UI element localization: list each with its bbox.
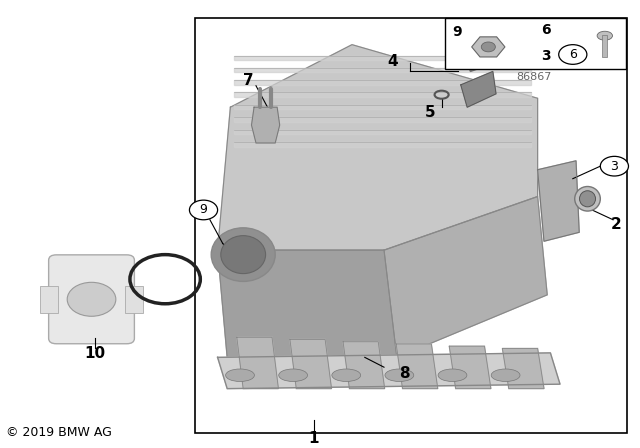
FancyBboxPatch shape bbox=[49, 255, 134, 344]
Text: 9: 9 bbox=[452, 25, 462, 39]
Text: 3: 3 bbox=[541, 49, 550, 63]
Polygon shape bbox=[290, 340, 332, 388]
Polygon shape bbox=[237, 337, 278, 388]
Ellipse shape bbox=[438, 369, 467, 382]
Text: 8: 8 bbox=[399, 366, 410, 380]
Ellipse shape bbox=[492, 369, 520, 382]
Polygon shape bbox=[252, 107, 280, 143]
Ellipse shape bbox=[221, 236, 266, 274]
Polygon shape bbox=[234, 80, 531, 85]
Ellipse shape bbox=[226, 369, 255, 382]
Bar bbox=[602, 35, 607, 57]
Polygon shape bbox=[234, 56, 531, 60]
Polygon shape bbox=[461, 72, 496, 107]
Text: 9: 9 bbox=[200, 203, 207, 216]
Text: 1: 1 bbox=[308, 431, 319, 446]
Text: 5: 5 bbox=[425, 105, 435, 120]
Bar bbox=[40, 286, 58, 313]
Ellipse shape bbox=[279, 369, 307, 382]
Text: 4: 4 bbox=[387, 54, 397, 69]
Text: 2: 2 bbox=[611, 217, 621, 232]
Text: © 2019 BMW AG: © 2019 BMW AG bbox=[6, 426, 112, 439]
Polygon shape bbox=[449, 346, 491, 388]
Polygon shape bbox=[234, 68, 531, 73]
Polygon shape bbox=[234, 129, 531, 134]
Ellipse shape bbox=[211, 228, 275, 281]
Polygon shape bbox=[234, 117, 531, 121]
Ellipse shape bbox=[597, 31, 612, 40]
Polygon shape bbox=[234, 142, 531, 146]
Circle shape bbox=[481, 42, 495, 52]
Polygon shape bbox=[538, 161, 579, 241]
Circle shape bbox=[559, 45, 587, 65]
Bar bbox=[445, 18, 626, 69]
Polygon shape bbox=[234, 92, 531, 97]
Text: 3: 3 bbox=[611, 159, 618, 172]
Polygon shape bbox=[502, 349, 544, 388]
Bar bbox=[195, 18, 627, 433]
Ellipse shape bbox=[575, 186, 600, 211]
Polygon shape bbox=[384, 197, 547, 358]
Polygon shape bbox=[343, 342, 385, 388]
Circle shape bbox=[189, 200, 218, 220]
Ellipse shape bbox=[580, 191, 595, 207]
Bar bbox=[125, 286, 143, 313]
Text: 6: 6 bbox=[569, 48, 577, 61]
Circle shape bbox=[67, 282, 116, 316]
Ellipse shape bbox=[332, 369, 361, 382]
Polygon shape bbox=[467, 56, 490, 72]
Polygon shape bbox=[234, 104, 531, 109]
Polygon shape bbox=[218, 250, 397, 358]
Text: 86867: 86867 bbox=[516, 73, 552, 82]
Polygon shape bbox=[396, 344, 438, 388]
Text: 6: 6 bbox=[541, 23, 550, 37]
Ellipse shape bbox=[385, 369, 414, 382]
Text: 7: 7 bbox=[243, 73, 253, 88]
Polygon shape bbox=[218, 45, 538, 250]
Polygon shape bbox=[218, 353, 560, 388]
Circle shape bbox=[600, 156, 628, 176]
Text: 10: 10 bbox=[84, 346, 106, 361]
